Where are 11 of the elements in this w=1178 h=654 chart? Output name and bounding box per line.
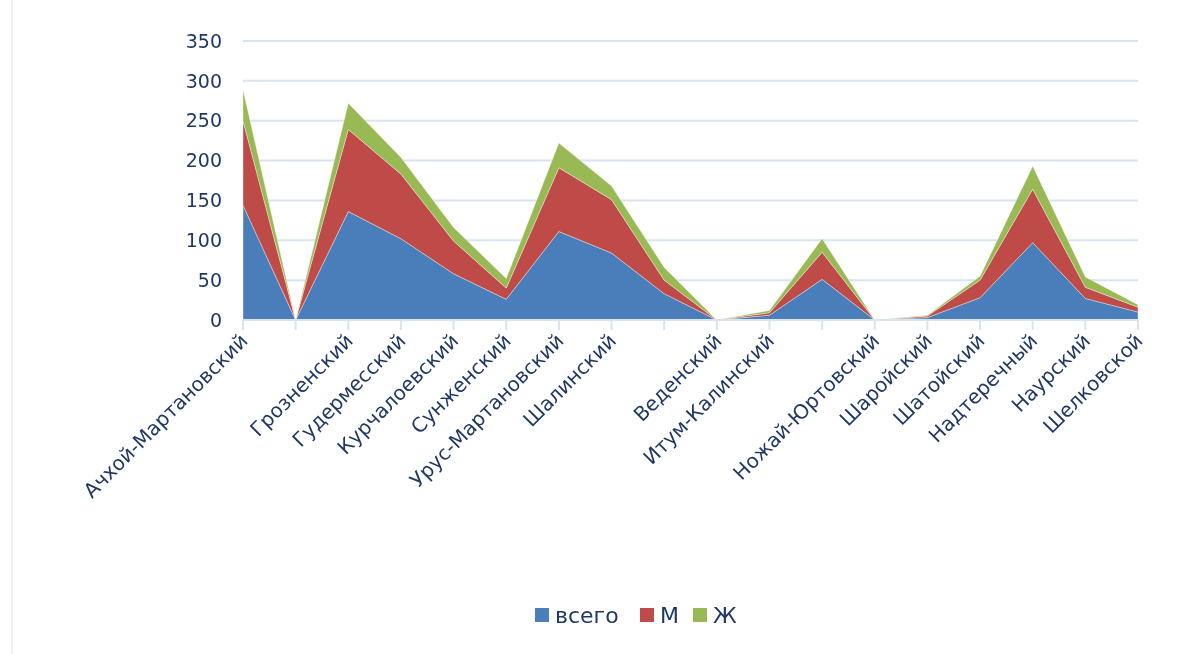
legend-label: М [660, 602, 679, 628]
y-tick-label: 50 [197, 268, 222, 291]
legend-label: Ж [713, 602, 737, 628]
y-tick-label: 150 [185, 189, 222, 212]
y-tick-label: 200 [185, 149, 222, 172]
y-tick-label: 350 [185, 29, 222, 52]
legend-label: всего [555, 602, 619, 628]
y-tick-label: 300 [185, 69, 222, 92]
y-tick-label: 250 [185, 109, 222, 132]
y-tick-label: 0 [209, 308, 222, 331]
y-tick-label: 100 [185, 228, 222, 251]
